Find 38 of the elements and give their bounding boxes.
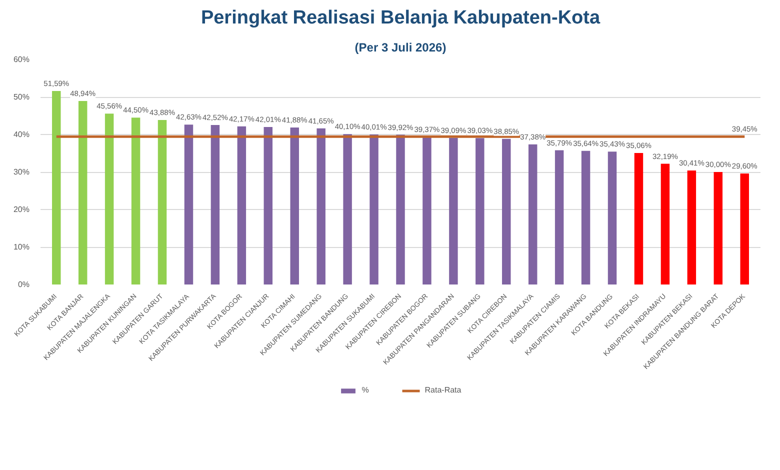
y-tick-label: 50% (13, 92, 30, 102)
y-tick-label: 0% (18, 280, 30, 289)
bar (264, 126, 273, 284)
chart-title: Peringkat Realisasi Belanja Kabupaten-Kota (200, 8, 600, 28)
chart-subtitle: (Per 3 Juli 2026) (354, 40, 446, 54)
bar (78, 100, 88, 284)
bar (608, 152, 617, 284)
bar (52, 91, 61, 284)
y-tick-label: 30% (13, 168, 30, 176)
bar (290, 127, 299, 284)
bar (316, 128, 326, 284)
bar (396, 134, 405, 284)
bar (740, 174, 749, 284)
y-tick-label: 10% (13, 242, 30, 252)
bar (581, 150, 590, 284)
bar (131, 118, 140, 284)
bar (528, 144, 538, 284)
bar (422, 136, 432, 284)
legend-label: Rata-Rata (424, 386, 462, 394)
bar (158, 120, 167, 284)
bar (449, 138, 458, 284)
bar (210, 125, 220, 284)
bar (343, 134, 352, 284)
bar (554, 150, 564, 284)
y-tick-label: 60% (13, 55, 30, 64)
bar (660, 164, 670, 284)
bar (370, 134, 378, 284)
legend-label: % (362, 386, 370, 394)
bar (476, 138, 484, 284)
bar (502, 138, 511, 284)
bar (237, 126, 246, 284)
y-tick-label: 40% (13, 130, 30, 139)
bar (184, 124, 194, 284)
bar (714, 172, 723, 284)
bar (687, 170, 696, 284)
bar (104, 114, 114, 284)
y-tick-label: 20% (13, 205, 30, 214)
bar (634, 153, 644, 284)
